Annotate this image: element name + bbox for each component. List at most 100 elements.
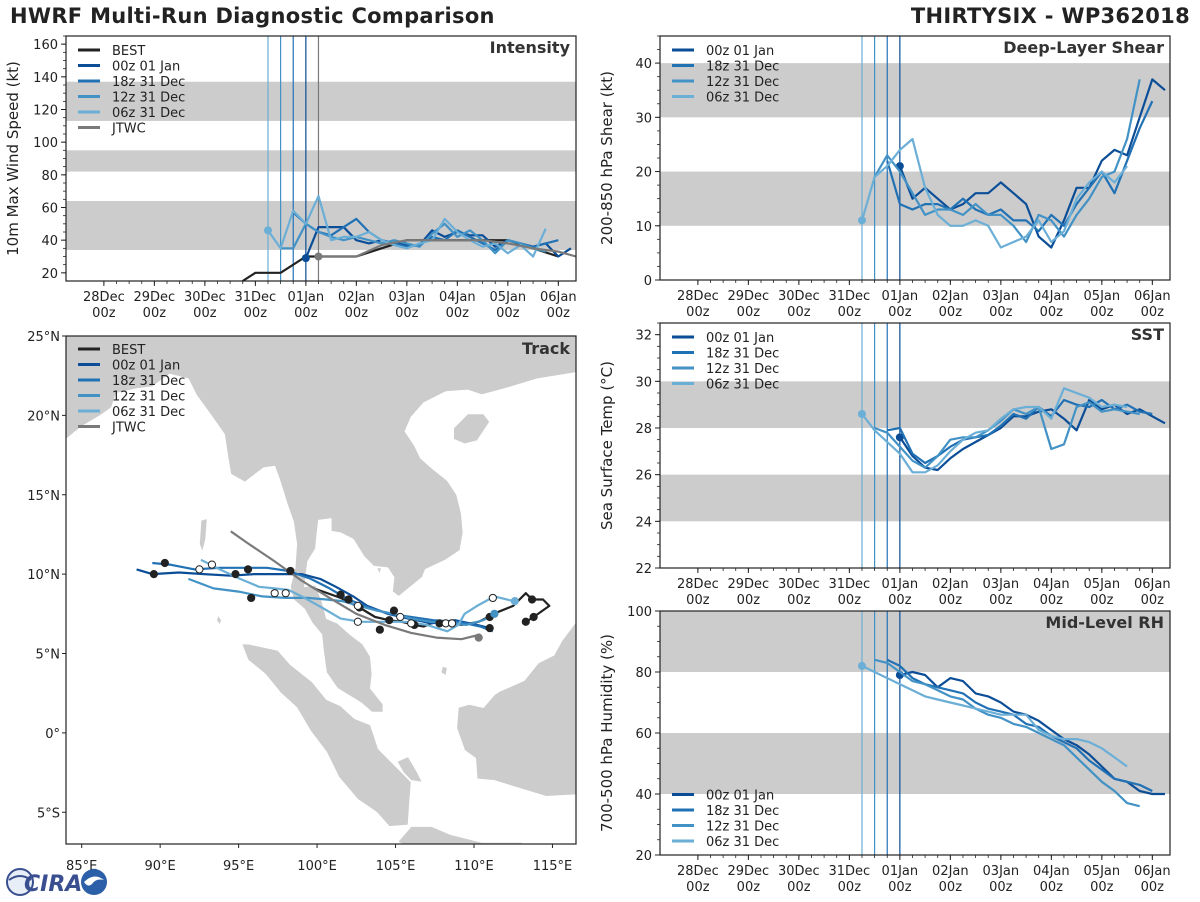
sst-xtick-label: 05Jan [1084,577,1121,592]
shear-ytick-label: 0 [644,274,652,289]
track-latitude-label: 5°S [37,806,60,821]
track-position-marker-18z-31-dec [160,558,169,568]
sst-xtick-sublabel: 00z [838,593,862,608]
rh-xtick-sublabel: 00z [686,880,710,895]
sst-legend-label: 00z 01 Jan [706,331,774,346]
andaman-islands [198,518,208,554]
nicobar-islands [216,614,222,626]
intensity-ytick-label: 60 [41,202,58,217]
rh-panel: 2040608010028Dec00z29Dec00z30Dec00z31Dec… [598,605,1171,895]
track-legend-label: BEST [112,343,145,358]
sst-legend-label: 06z 31 Dec [706,378,779,393]
shear-panel-title: Deep-Layer Shear [1003,38,1164,57]
bangka-island [396,756,423,783]
shear-ytick-label: 30 [635,111,652,126]
sst-series-18z-31-dec [887,398,1153,465]
track-position-marker-jtwc [474,633,483,642]
track-series-layer [136,530,551,642]
track-position-marker-06z-31-dec [510,597,519,606]
track-position-marker-18z-31-dec [389,606,399,615]
sst-panel-title: SST [1131,325,1164,344]
sst-xtick-sublabel: 00z [787,593,811,608]
sst-xtick-label: 28Dec [677,577,719,592]
sumatra-island [241,643,412,827]
track-legend-label: JTWC [111,421,146,436]
sst-xtick-sublabel: 00z [888,593,912,608]
intensity-xtick-sublabel: 00z [193,306,217,321]
cira-logo: CIRA [4,866,108,898]
track-position-marker-best [385,616,394,625]
rh-xtick-label: 29Dec [728,864,770,879]
rh-ytick-label: 100 [627,605,652,620]
intensity-panel-title: Intensity [490,38,571,57]
track-legend-label: 06z 31 Dec [112,405,185,420]
rh-xtick-sublabel: 00z [1040,880,1064,895]
track-panel: 85°E 90°E 95°E 100°E 105°E 110°E 115°E25°N20°N… [27,330,577,874]
sst-ytick-label: 24 [635,515,652,530]
track-latitude-label: 0° [45,727,60,742]
borneo-island [456,621,576,797]
track-legend-label: 00z 01 Jan [112,359,180,374]
sst-init-point-06z-31-dec [857,410,866,418]
intensity-legend-label: JTWC [111,122,146,137]
sst-frame [659,322,1171,569]
track-latitude-label: 15°N [27,489,60,504]
shear-xtick-label: 28Dec [677,289,719,304]
track-latitude-label: 25°N [27,330,60,345]
shear-xtick-sublabel: 00z [838,305,862,320]
sst-xtick-sublabel: 00z [1040,593,1064,608]
track-longitude-label: 115°E [533,859,573,874]
rh-xtick-sublabel: 00z [939,880,963,895]
sst-xtick-sublabel: 00z [686,593,710,608]
intensity-xtick-sublabel: 00z [395,306,419,321]
intensity-ytick-label: 80 [41,169,58,184]
track-position-marker-00z-01-jan [485,624,494,633]
intensity-init-point-00z-01-jan [301,254,310,263]
shear-series-18z-31-dec [886,100,1154,233]
sst-ytick-label: 26 [635,469,652,484]
sst-xtick-sublabel: 00z [989,593,1013,608]
natuna-island [440,665,448,677]
cira-globe-icon [6,868,34,896]
track-position-marker-00z-01-jan [336,590,345,599]
track-position-marker-12z-31-dec [353,601,362,610]
intensity-ytick-label: 40 [41,234,58,249]
shear-legend-label: 12z 31 Dec [706,75,779,90]
rh-ytick-label: 20 [635,849,652,864]
intensity-legend-label: 06z 31 Dec [112,106,185,121]
rh-legend-label: 12z 31 Dec [706,820,779,835]
rh-threshold-band [660,611,1170,672]
shear-xtick-label: 29Dec [728,289,770,304]
rh-xtick-sublabel: 00z [737,880,761,895]
land-masses [66,336,576,844]
rh-xtick-label: 30Dec [778,864,820,879]
track-position-marker-12z-31-dec [270,589,279,598]
shear-xtick-sublabel: 00z [1040,305,1064,320]
track-position-marker-00z-01-jan [375,625,384,634]
track-position-marker-18z-31-dec [243,565,253,574]
track-longitude-label: 110°E [454,859,494,874]
track-frame [65,335,577,845]
rh-ytick-label: 60 [635,727,652,742]
intensity-threshold-band [66,81,576,121]
sst-xtick-sublabel: 00z [737,593,761,608]
shear-xtick-sublabel: 00z [939,305,963,320]
track-position-marker-00z-01-jan [231,570,240,579]
rh-panel-title: Mid-Level RH [1045,613,1164,632]
intensity-xtick-sublabel: 00z [547,306,571,321]
track-position-marker-12z-31-dec [396,612,405,622]
rh-xtick-sublabel: 00z [989,880,1013,895]
track-position-marker-18z-31-dec [195,565,204,574]
track-longitude-label: 95°E [223,859,254,874]
track-position-marker-06z-31-dec [353,617,362,626]
track-position-marker-12z-31-dec [490,609,499,618]
intensity-threshold-band [66,150,576,172]
intensity-y-axis-label: 10m Max Wind Speed (kt) [4,61,22,256]
shear-xtick-label: 02Jan [932,289,969,304]
sst-panel: 22242628303228Dec00z29Dec00z30Dec00z31De… [598,322,1171,608]
rh-ytick-label: 40 [635,788,652,803]
intensity-series-06z-31-dec [267,195,547,258]
shear-xtick-sublabel: 00z [989,305,1013,320]
phu-quoc-island [376,567,382,576]
